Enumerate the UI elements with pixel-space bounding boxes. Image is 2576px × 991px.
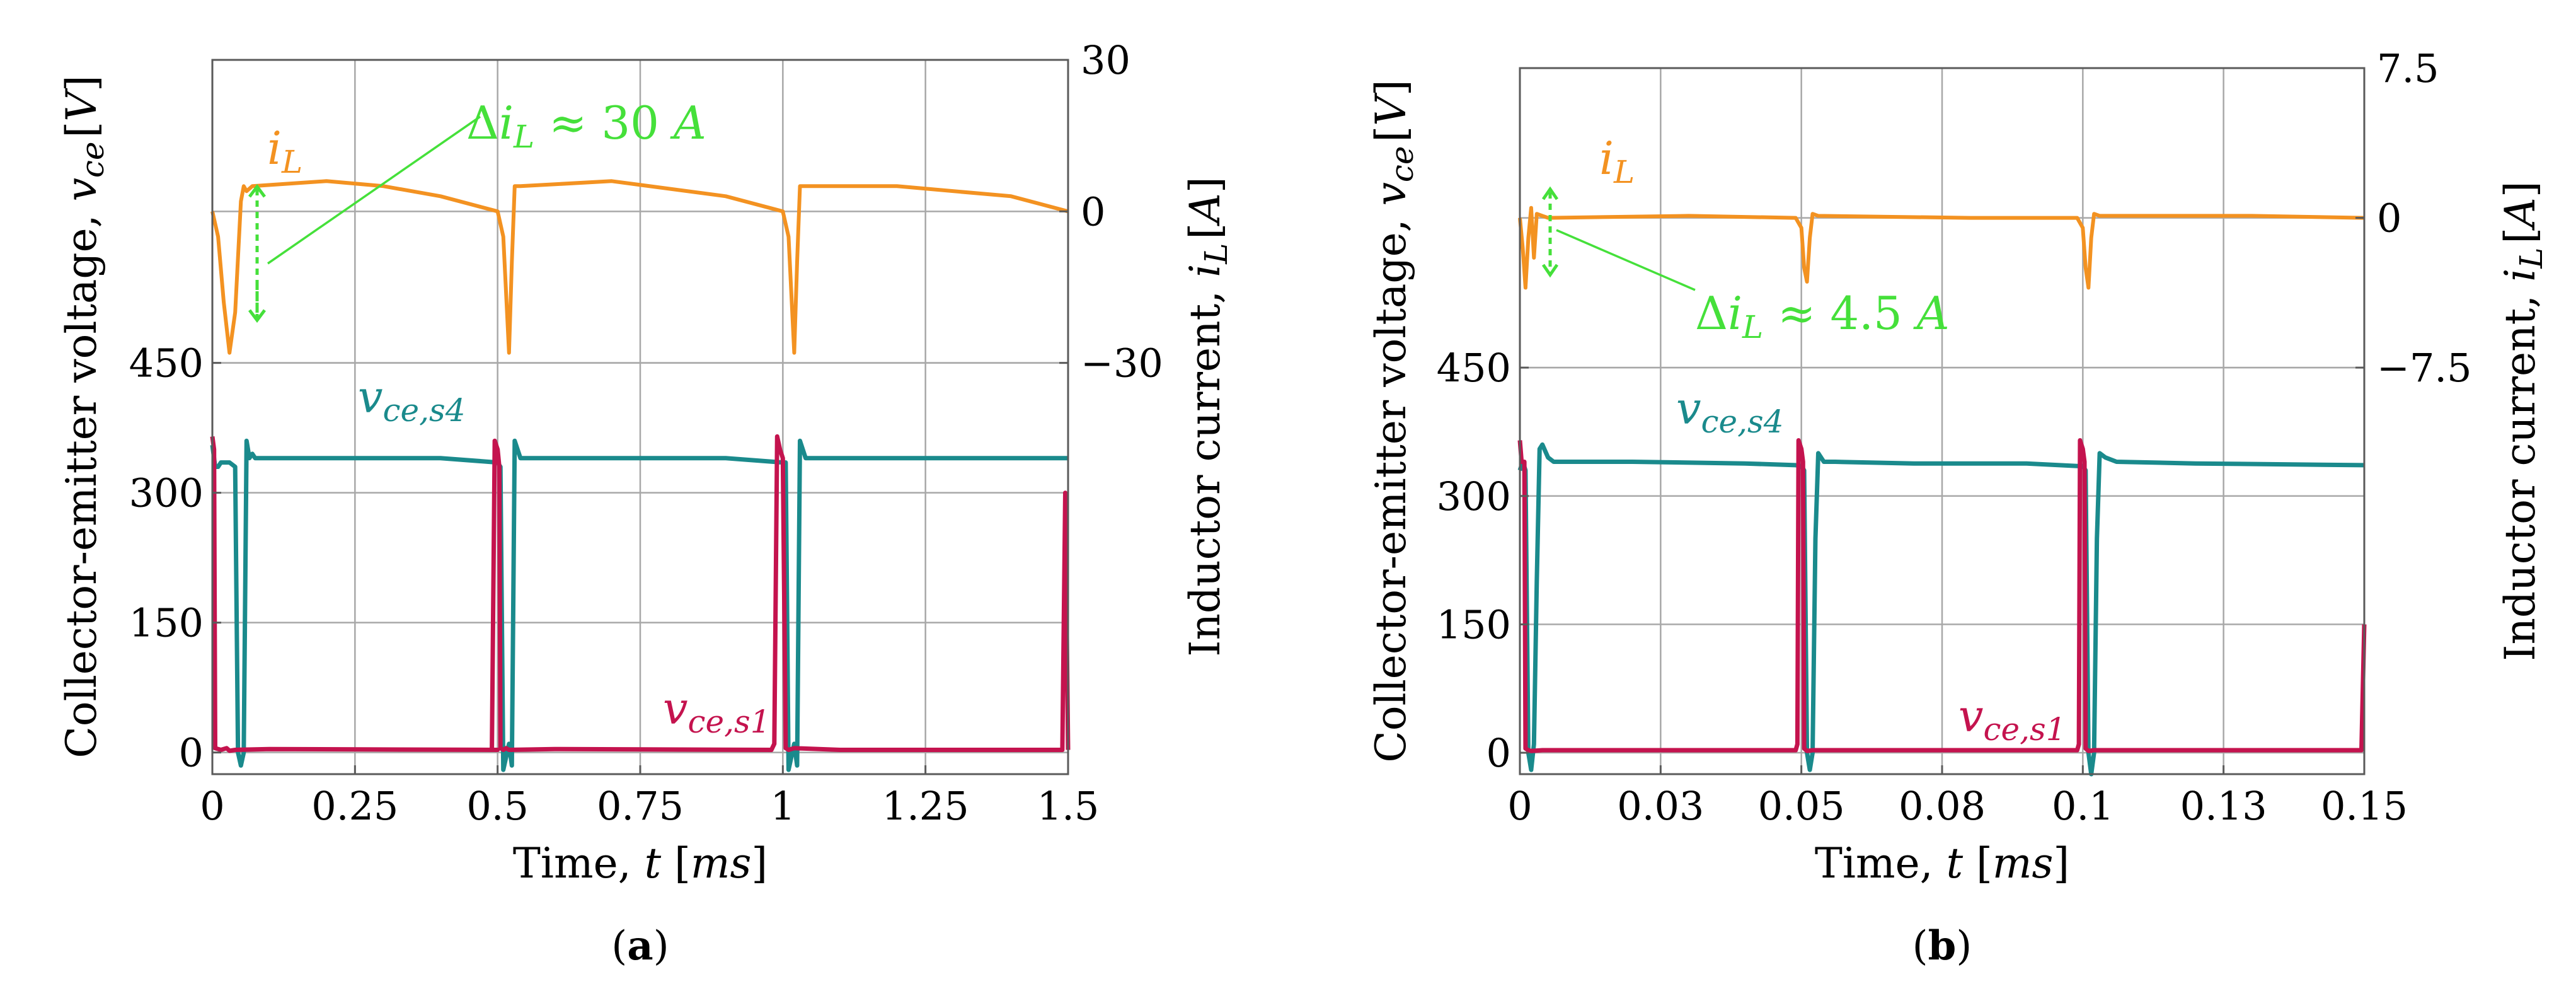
x-tick-label: 0.08: [1899, 783, 1986, 829]
x-axis-label: Time, t [ms]: [1815, 839, 2069, 888]
series-line-il: [210, 179, 1069, 355]
y-tick-label: 0: [179, 730, 204, 776]
vce-s1-series-label: vce,s1: [663, 683, 771, 740]
y-tick-label: 150: [1437, 601, 1511, 647]
series-line-il: [1518, 206, 2365, 290]
y-axis-label: Collector-emitter voltage, vce[V]: [57, 75, 111, 758]
vce-s4-series-label: vce,s4: [1676, 383, 1784, 440]
grid-lines: [1520, 68, 2364, 774]
chart-panel-a: 0 0.25 0.5 0.75 1 1.25 1.5 0 150 300 450 −30 0 30 ΔiL…: [57, 37, 1234, 970]
y2-tick-label: −30: [1081, 340, 1163, 386]
panel-caption: (b): [1912, 922, 1972, 970]
vce-s1-series-label: vce,s1: [1958, 690, 2066, 748]
y2-axis-label: Inductor current, iL[A]: [1181, 177, 1234, 656]
y-tick-label: 450: [1437, 345, 1511, 391]
series-layer: [210, 179, 1071, 772]
x-tick-label: 0.75: [597, 783, 684, 829]
y-tick-label: 450: [129, 340, 204, 386]
series-line-vce-s1: [210, 434, 1071, 753]
x-tick-label: 0.15: [2321, 783, 2408, 829]
x-tick-label: 0.5: [466, 783, 529, 829]
x-tick-label: 1.25: [882, 783, 969, 829]
y-tick-label: 300: [129, 470, 204, 516]
delta-arrowhead-bottom: [248, 309, 266, 323]
x-tick-label: 0.25: [311, 783, 398, 829]
series-line-vce-s4: [1517, 442, 2365, 777]
y2-tick-label: −7.5: [2377, 345, 2472, 391]
x-tick-label: 1.5: [1037, 783, 1100, 829]
x-tick-label: 0: [200, 783, 224, 829]
panel-caption: (a): [611, 922, 669, 970]
delta-leader-line: [267, 115, 481, 265]
series-line-vce-s1: [1517, 438, 2367, 753]
delta-arrowhead-bottom: [1541, 264, 1559, 278]
tick-marks: [1519, 67, 2366, 774]
y-axis-label: Collector-emitter voltage, vce[V]: [1367, 79, 1420, 762]
delta-arrowhead-top: [248, 183, 266, 198]
y2-tick-label: 0: [1081, 188, 1105, 235]
y-tick-label: 300: [1437, 473, 1511, 519]
series-line-vce-s4: [210, 438, 1068, 772]
x-tick-label: 1: [771, 783, 795, 829]
y2-tick-label: 7.5: [2377, 45, 2439, 91]
x-tick-label: 0.03: [1617, 783, 1704, 829]
iL-series-label: iL: [1599, 132, 1635, 190]
delta-arrowhead-top: [1541, 186, 1559, 200]
y-tick-label: 150: [129, 600, 204, 646]
x-tick-label: 0: [1507, 783, 1532, 829]
x-tick-label: 0.05: [1758, 783, 1845, 829]
delta-iL-label: ΔiL ≈ 30 A: [466, 96, 706, 155]
chart-panel-b: 0 0.03 0.05 0.08 0.1 0.13 0.15 0 150 300 450 −7.5 0 7…: [1367, 45, 2550, 970]
tick-labels: 0 0.03 0.05 0.08 0.1 0.13 0.15 0 150 300 450 −7.5 0 7…: [1437, 45, 2472, 829]
y2-tick-label: 30: [1081, 37, 1130, 83]
grid-lines: [212, 60, 1068, 774]
series-layer: [1517, 206, 2367, 777]
x-tick-label: 0.1: [2052, 783, 2114, 829]
y-tick-label: 0: [1486, 730, 1511, 776]
tick-marks: [211, 59, 1069, 774]
y2-axis-label: Inductor current, iL[A]: [2496, 181, 2550, 661]
vce-s4-series-label: vce,s4: [358, 371, 466, 429]
iL-series-label: iL: [267, 122, 302, 180]
tick-labels: 0 0.25 0.5 0.75 1 1.25 1.5 0 150 300 450 −30 0 30: [129, 37, 1163, 829]
x-tick-label: 0.13: [2180, 783, 2267, 829]
x-axis-label: Time, t [ms]: [513, 839, 768, 888]
y2-tick-label: 0: [2377, 195, 2401, 241]
delta-iL-label: ΔiL ≈ 4.5 A: [1695, 287, 1950, 345]
delta-leader-line: [1556, 229, 1696, 291]
